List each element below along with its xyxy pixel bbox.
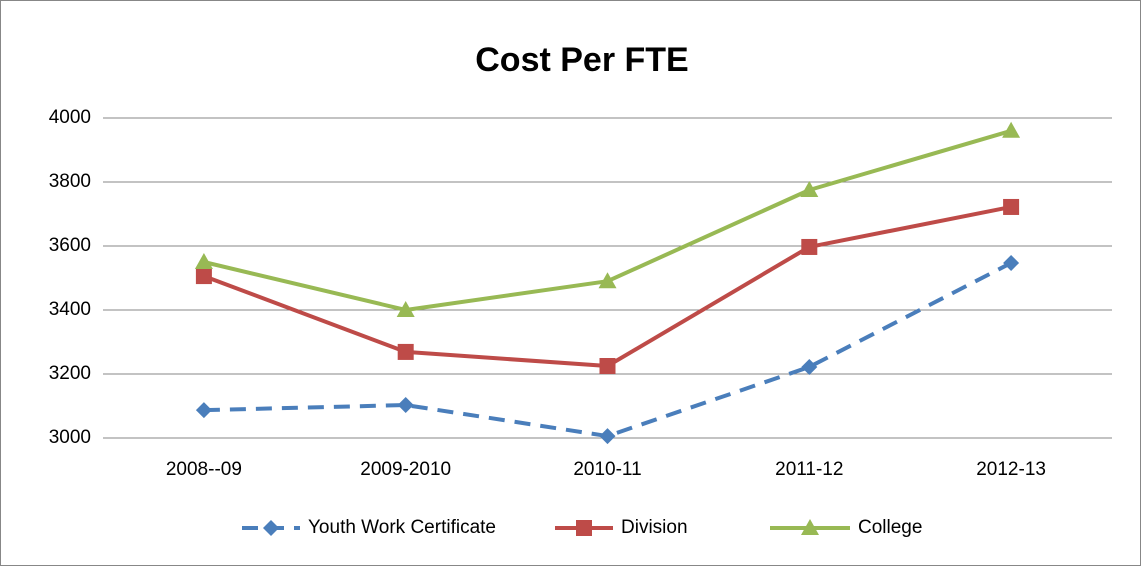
marker	[1003, 254, 1020, 271]
marker	[195, 268, 212, 285]
chart-title: Cost Per FTE	[475, 41, 688, 79]
marker	[599, 358, 616, 374]
x-tick-label: 2012-13	[976, 459, 1046, 480]
x-tick-label: 2011-12	[775, 459, 843, 480]
x-tick-label: 2008--09	[166, 459, 242, 480]
marker	[800, 181, 819, 197]
legend-marker	[263, 520, 279, 536]
y-tick-label: 4000	[49, 107, 91, 128]
marker	[1003, 198, 1020, 215]
legend-label: Youth Work Certificate	[308, 517, 496, 538]
legend-label: College	[858, 517, 922, 538]
marker	[598, 272, 617, 289]
legend-marker	[801, 519, 819, 535]
marker	[801, 358, 818, 375]
y-tick-label: 3200	[49, 363, 91, 384]
marker	[1002, 121, 1021, 138]
x-tick-label: 2009-2010	[360, 459, 451, 480]
marker	[397, 343, 414, 360]
legend-label: Division	[621, 517, 688, 538]
marker	[599, 428, 616, 445]
marker	[397, 397, 414, 414]
x-tick-label: 2010-11	[573, 459, 641, 480]
marker	[195, 402, 212, 419]
y-tick-label: 3600	[49, 235, 91, 256]
y-tick-label: 3000	[49, 427, 91, 448]
y-tick-label: 3400	[49, 299, 91, 320]
marker	[396, 301, 415, 317]
y-tick-label: 3800	[49, 171, 91, 192]
legend-marker	[576, 520, 592, 536]
marker	[194, 253, 213, 269]
series-line	[203, 261, 1013, 439]
marker	[801, 238, 818, 255]
